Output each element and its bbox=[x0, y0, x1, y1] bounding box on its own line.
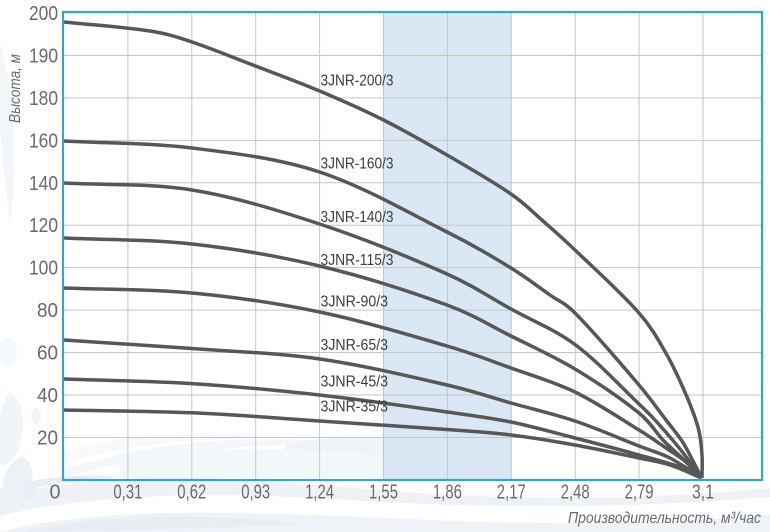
svg-text:Высота, м: Высота, м bbox=[7, 54, 24, 123]
svg-text:180: 180 bbox=[29, 88, 58, 110]
svg-text:3JNR-140/3: 3JNR-140/3 bbox=[321, 209, 394, 226]
svg-text:2,48: 2,48 bbox=[561, 482, 590, 504]
svg-text:20: 20 bbox=[37, 428, 58, 450]
svg-text:40: 40 bbox=[37, 385, 58, 407]
svg-text:160: 160 bbox=[29, 130, 58, 152]
svg-text:1,55: 1,55 bbox=[369, 482, 398, 504]
svg-text:0,93: 0,93 bbox=[241, 482, 270, 504]
svg-text:1,24: 1,24 bbox=[305, 482, 334, 504]
svg-text:3JNR-45/3: 3JNR-45/3 bbox=[321, 374, 389, 391]
svg-text:3JNR-35/3: 3JNR-35/3 bbox=[321, 399, 389, 416]
svg-text:3JNR-200/3: 3JNR-200/3 bbox=[321, 73, 394, 90]
svg-text:60: 60 bbox=[37, 343, 58, 365]
svg-text:120: 120 bbox=[29, 215, 58, 237]
svg-text:2,79: 2,79 bbox=[625, 482, 654, 504]
svg-text:0: 0 bbox=[50, 482, 61, 504]
svg-text:100: 100 bbox=[29, 258, 58, 280]
svg-text:200: 200 bbox=[29, 3, 58, 25]
svg-text:80: 80 bbox=[37, 300, 58, 322]
svg-text:3JNR-65/3: 3JNR-65/3 bbox=[321, 337, 389, 354]
svg-text:140: 140 bbox=[29, 173, 58, 195]
svg-text:2,17: 2,17 bbox=[497, 482, 526, 504]
svg-text:3JNR-115/3: 3JNR-115/3 bbox=[321, 252, 394, 269]
svg-text:3,1: 3,1 bbox=[692, 482, 714, 504]
svg-text:0,31: 0,31 bbox=[113, 482, 142, 504]
svg-text:Производительность, м³/час: Производительность, м³/час bbox=[568, 510, 761, 527]
svg-text:190: 190 bbox=[29, 45, 58, 67]
svg-text:3JNR-160/3: 3JNR-160/3 bbox=[321, 156, 394, 173]
svg-text:3JNR-90/3: 3JNR-90/3 bbox=[321, 294, 389, 311]
svg-text:0,62: 0,62 bbox=[177, 482, 206, 504]
svg-text:1,86: 1,86 bbox=[433, 482, 462, 504]
